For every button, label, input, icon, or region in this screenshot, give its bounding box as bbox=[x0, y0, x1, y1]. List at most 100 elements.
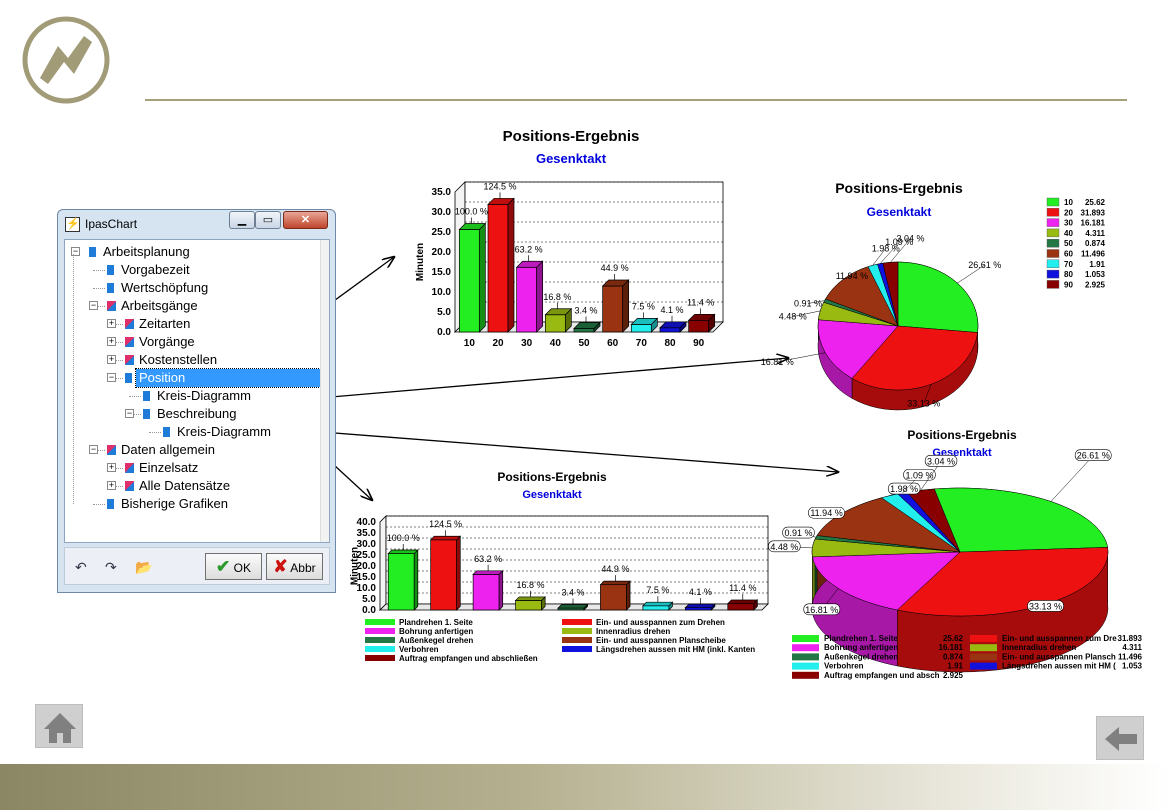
home-button[interactable] bbox=[35, 704, 83, 748]
tree-item[interactable]: − Position bbox=[65, 368, 327, 388]
chart-side-wall bbox=[379, 515, 387, 611]
data-label: 4.1 % bbox=[660, 305, 683, 315]
legend-swatch bbox=[792, 644, 819, 652]
tree-item[interactable]: Kreis-Diagramm bbox=[65, 387, 315, 405]
collapse-icon[interactable]: − bbox=[89, 444, 98, 454]
window-title: IpasChart bbox=[85, 217, 138, 231]
tree-item[interactable]: − Arbeitsplanung bbox=[65, 243, 315, 261]
slice-label: 11.94 % bbox=[836, 271, 868, 281]
folder-node-icon bbox=[107, 445, 116, 455]
ipaschart-window: ⚡ IpasChart ▁ ▭ ✕ − Arbeitsplanung Vorgabe… bbox=[57, 209, 336, 593]
bar-top bbox=[514, 596, 547, 601]
tree-item[interactable]: − Daten allgemein bbox=[65, 441, 315, 459]
y-tick-label: 35.0 bbox=[357, 528, 377, 539]
expand-icon[interactable]: + bbox=[107, 318, 116, 328]
legend-label: Plandrehen 1. Seite bbox=[824, 634, 898, 643]
legend-value: 25.62 bbox=[943, 634, 964, 643]
tree-item[interactable]: + Kostenstellen bbox=[65, 351, 315, 369]
footer-bar bbox=[0, 764, 1170, 810]
slice-label: 4.48 % bbox=[770, 542, 798, 552]
legend-category: 50 bbox=[1064, 239, 1073, 248]
legend-value: 16.181 bbox=[939, 643, 964, 652]
close-button[interactable]: ✕ bbox=[283, 211, 328, 229]
bar bbox=[601, 279, 630, 333]
bar bbox=[387, 549, 419, 611]
open-folder-icon[interactable]: 📂 bbox=[135, 559, 153, 575]
redo-icon[interactable]: ↷ bbox=[105, 559, 117, 575]
data-label: 16.8 % bbox=[517, 580, 545, 590]
slice-label: 26.61 % bbox=[1077, 451, 1110, 461]
x-tick-label: 60 bbox=[607, 338, 619, 349]
collapse-icon[interactable]: − bbox=[89, 300, 98, 310]
bar-top bbox=[387, 549, 419, 554]
expand-icon[interactable]: + bbox=[107, 462, 116, 472]
tree-item[interactable]: + Alle Datensätze bbox=[65, 477, 315, 495]
legend-swatch bbox=[792, 662, 819, 670]
collapse-icon[interactable]: − bbox=[107, 372, 116, 382]
data-label: 7.5 % bbox=[646, 585, 669, 595]
legend-category: 90 bbox=[1064, 280, 1073, 289]
window-titlebar[interactable]: ⚡ IpasChart ▁ ▭ ✕ bbox=[58, 210, 335, 237]
undo-icon[interactable]: ↶ bbox=[75, 559, 87, 575]
abbr-button[interactable]: ✘ Abbr bbox=[266, 553, 323, 580]
tree-connector bbox=[93, 288, 105, 289]
data-label: 4.1 % bbox=[689, 587, 712, 597]
tree-item[interactable]: Wertschöpfung bbox=[65, 279, 315, 297]
tree-item-label: Beschreibung bbox=[157, 406, 237, 421]
data-label: 100.0 % bbox=[387, 533, 420, 543]
tree-item[interactable]: + Zeitarten bbox=[65, 315, 315, 333]
bar-side bbox=[456, 535, 461, 611]
tree-item[interactable]: Kreis-Diagramm bbox=[65, 423, 315, 441]
y-tick-label: 25.0 bbox=[357, 550, 377, 561]
pie-chart-positions: Positions-Ergebnis Gesenktakt 26.61 % 33.13… bbox=[761, 180, 1106, 411]
tree-item[interactable]: − Arbeitsgänge bbox=[65, 297, 315, 315]
header-divider bbox=[145, 99, 1127, 101]
data-label: 44.9 % bbox=[601, 564, 629, 574]
tree-item-label: Vorgänge bbox=[139, 334, 195, 349]
ok-button[interactable]: ✔ OK bbox=[205, 553, 262, 580]
tree-connector bbox=[149, 432, 161, 433]
node-icon bbox=[89, 247, 96, 257]
tree-item[interactable]: + Vorgänge bbox=[65, 333, 315, 351]
tree-item[interactable]: Bisherige Grafiken bbox=[65, 495, 315, 513]
collapse-icon[interactable]: − bbox=[71, 246, 80, 256]
maximize-button[interactable]: ▭ bbox=[255, 211, 281, 229]
bar bbox=[472, 569, 504, 611]
legend-category: 20 bbox=[1064, 208, 1073, 217]
slice-label: 26.61 % bbox=[968, 260, 1001, 270]
bar-top bbox=[659, 321, 687, 329]
legend-swatch bbox=[1046, 218, 1060, 227]
tree-item[interactable]: − Beschreibung bbox=[65, 405, 315, 423]
tree-connector bbox=[73, 254, 74, 504]
back-button[interactable] bbox=[1096, 716, 1144, 760]
tree-view[interactable]: − Arbeitsplanung Vorgabezeit Wertschöpfung −… bbox=[64, 239, 330, 543]
expand-icon[interactable]: + bbox=[107, 480, 116, 490]
slice-label: 33.13 % bbox=[1029, 601, 1062, 611]
bar bbox=[515, 260, 544, 333]
tree-connector bbox=[111, 468, 123, 469]
bar-top bbox=[630, 318, 659, 325]
legend-swatch bbox=[562, 628, 592, 634]
legend-label: Längsdrehen aussen mit HM ( bbox=[1002, 662, 1116, 671]
bar-top bbox=[472, 570, 504, 575]
node-icon bbox=[163, 427, 170, 437]
minimize-button[interactable]: ▁ bbox=[229, 211, 255, 229]
y-tick-label: 15.0 bbox=[432, 267, 452, 278]
tree-item[interactable]: + Einzelsatz bbox=[65, 459, 315, 477]
data-label: 100.0 % bbox=[455, 207, 488, 217]
legend-label: Plandrehen 1. Seite bbox=[399, 618, 473, 627]
bar bbox=[557, 603, 589, 611]
bar-side bbox=[498, 569, 504, 611]
expand-icon[interactable]: + bbox=[107, 354, 116, 364]
x-tick-label: 70 bbox=[636, 338, 648, 349]
data-label: 11.4 % bbox=[729, 583, 756, 593]
node-icon bbox=[107, 265, 114, 275]
tree-item[interactable]: Vorgabezeit bbox=[65, 261, 315, 279]
collapse-icon[interactable]: − bbox=[125, 408, 134, 418]
tree-scrollbar[interactable] bbox=[320, 240, 329, 542]
bar-top bbox=[726, 599, 759, 604]
slice-label-box bbox=[1074, 449, 1112, 462]
expand-icon[interactable]: + bbox=[107, 336, 116, 346]
abbr-label: Abbr bbox=[290, 560, 316, 575]
